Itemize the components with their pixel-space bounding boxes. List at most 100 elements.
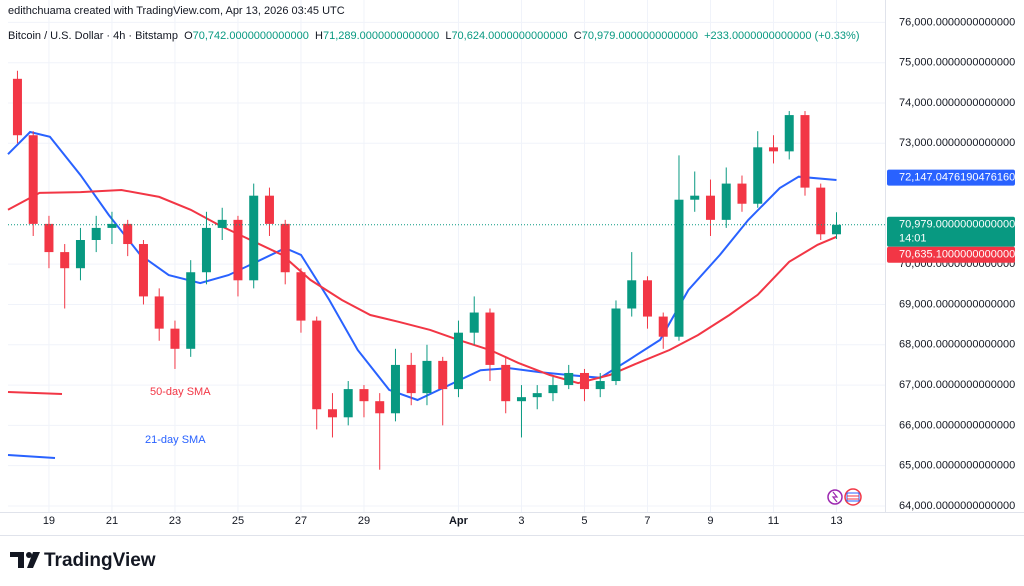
- logo-icon: [10, 552, 40, 568]
- candle-body: [186, 272, 196, 349]
- ohlc-key: L: [445, 30, 452, 42]
- candle-body: [312, 320, 322, 410]
- candle-body: [595, 381, 605, 390]
- annotation: 50-day SMA: [150, 386, 211, 398]
- price-badge: [887, 216, 1015, 247]
- ohlc-value: 70,742.0000000000000: [192, 30, 309, 42]
- candle-body: [800, 115, 810, 188]
- candle-body: [138, 244, 148, 297]
- candle-body: [453, 332, 463, 390]
- price-badge-label: 70,635.1000000000000: [899, 249, 1015, 261]
- candle-body: [753, 147, 763, 204]
- candle-body: [75, 240, 85, 269]
- y-tick-label: 68,000.0000000000000: [899, 339, 1015, 351]
- candle-body: [485, 312, 495, 365]
- x-tick-label: 27: [295, 515, 307, 527]
- y-tick-label: 66,000.0000000000000: [899, 419, 1015, 431]
- candle-body: [28, 135, 38, 224]
- candle-body: [438, 360, 448, 390]
- candle-body: [343, 389, 353, 418]
- x-tick-label: 11: [768, 515, 779, 527]
- candle-body: [516, 397, 526, 402]
- legend-swatch: [7, 454, 56, 459]
- candle-body: [406, 364, 416, 394]
- candle-body: [784, 115, 794, 152]
- candle-body: [327, 409, 337, 418]
- candle-body: [390, 364, 400, 414]
- candle-body: [60, 252, 70, 269]
- price-badge: [887, 169, 1015, 186]
- candle-body: [768, 147, 778, 152]
- countdown: 14:01: [899, 233, 927, 245]
- x-tick-label: 13: [830, 515, 842, 527]
- ohlc-key: H: [315, 30, 323, 42]
- event-icons: [827, 488, 862, 506]
- y-tick-label: 74,000.0000000000000: [899, 97, 1015, 109]
- candle-body: [12, 78, 22, 136]
- x-tick-label: 3: [518, 515, 524, 527]
- ohlc-key: O: [184, 30, 193, 42]
- candle-body: [658, 316, 668, 337]
- x-tick-label: 7: [644, 515, 650, 527]
- candle-body: [217, 219, 227, 228]
- credit: edithchuama created with TradingView.com…: [8, 5, 345, 17]
- candle-body: [469, 312, 479, 333]
- price-badge-label: 72,147.0476190476160: [899, 172, 1015, 184]
- x-tick-label: 19: [43, 515, 55, 527]
- candle-body: [170, 328, 180, 349]
- sma-line: [7, 188, 837, 385]
- x-tick-label: 9: [707, 515, 713, 527]
- x-tick-label: 29: [358, 515, 370, 527]
- candle-body: [280, 223, 290, 273]
- candle-body: [831, 224, 841, 235]
- symbol-legend: Bitcoin / U.S. Dollar · 4h · Bitstamp O7…: [8, 30, 860, 42]
- candle-body: [422, 360, 432, 394]
- candle-body: [579, 372, 589, 390]
- price-badge: [887, 246, 1015, 263]
- ohlc-value: 70,624.0000000000000: [451, 30, 568, 42]
- candle-body: [249, 195, 259, 281]
- candle-body: [611, 308, 621, 382]
- candle-body: [107, 223, 117, 228]
- axis-layer: 64,000.0000000000000 65,000.0000000000000…: [43, 16, 1015, 527]
- candle-body: [721, 183, 731, 220]
- sma-line: [7, 130, 837, 402]
- candle-body: [642, 280, 652, 317]
- y-tick-label: 67,000.0000000000000: [899, 379, 1015, 391]
- candle-body: [201, 227, 211, 273]
- y-tick-label: 76,000.0000000000000: [899, 16, 1015, 28]
- y-tick-label: 73,000.0000000000000: [899, 137, 1015, 149]
- candle-body: [548, 385, 558, 394]
- candle-body: [737, 183, 747, 204]
- candle-body: [674, 199, 684, 337]
- symbol: Bitcoin / U.S. Dollar · 4h · Bitstamp: [8, 30, 178, 42]
- plot-layer: [7, 70, 885, 470]
- candle-body: [91, 227, 101, 241]
- candle-body: [816, 187, 826, 235]
- y-tick-label: 75,000.0000000000000: [899, 57, 1015, 69]
- candle-body: [264, 195, 274, 224]
- price-badge-label: 70,979.0000000000000: [899, 219, 1015, 231]
- annotation: 21-day SMA: [145, 434, 206, 446]
- candle-body: [705, 195, 715, 220]
- x-tick-label: Apr: [449, 515, 469, 527]
- candle-body: [233, 219, 243, 281]
- x-tick-label: 21: [106, 515, 118, 527]
- candle-body: [690, 195, 700, 200]
- candle-body: [359, 389, 369, 402]
- x-tick-label: 5: [581, 515, 587, 527]
- brand: TradingView: [44, 550, 156, 571]
- legend-swatch: [7, 391, 63, 395]
- x-tick-label: 23: [169, 515, 181, 527]
- y-tick-label: 69,000.0000000000000: [899, 298, 1015, 310]
- change-percent: (+0.33%): [814, 30, 860, 42]
- change: +233.0000000000000: [704, 30, 812, 42]
- ohlc-value: 70,979.0000000000000: [581, 30, 698, 42]
- candle-body: [44, 223, 54, 253]
- candle-body: [375, 401, 385, 414]
- candle-body: [123, 223, 133, 245]
- grid-layer: [8, 0, 885, 512]
